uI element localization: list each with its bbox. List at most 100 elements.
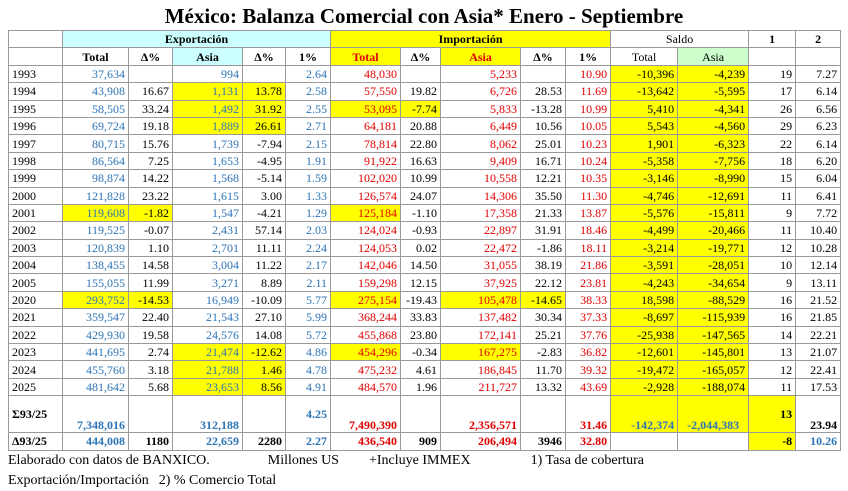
table-cell [242,395,286,434]
table-cell: 80,715 [62,134,129,153]
table-cell: 10.23 [565,134,612,153]
table-cell: 455,868 [330,325,402,345]
table-cell: -2,044,383 [677,395,750,434]
table-cell: 994 [172,64,243,84]
footer-line: Elaborado con datos de BANXICO. Millones … [8,451,848,471]
table-cell: 11.70 [520,360,567,379]
table-cell: 4.78 [284,360,332,379]
row-label: 2024 [8,360,63,379]
table-cell: 10 [748,256,797,275]
column-header: Total [62,47,129,66]
table-cell: -19,472 [610,360,679,379]
table-cell: 4.25 [284,395,332,434]
table-cell: 5.77 [284,290,332,310]
table-cell [400,64,442,84]
page: {"header":{"title":"México: Balanza Come… [8,4,842,488]
table-cell: 16.63 [400,151,442,171]
table-cell: -4,746 [610,186,679,205]
table-cell: 10.99 [565,99,612,118]
footer: Elaborado con datos de BANXICO. Millones … [8,451,848,491]
table-cell: 2.15 [284,134,332,153]
header-cell [748,47,797,66]
table-cell: 21.52 [795,290,842,310]
table-cell: 11.22 [242,256,286,275]
table-cell: 38.33 [565,290,612,310]
table-cell: 6.41 [795,186,842,205]
table-cell [400,395,442,434]
table-cell: 2,431 [172,221,243,240]
column-header: 1% [565,47,612,66]
table-cell: 12.21 [520,169,567,188]
table-cell: -10.09 [242,290,286,310]
table-cell: 22.21 [795,325,842,345]
row-label: 2005 [8,273,63,292]
table-cell: 33.83 [400,308,442,327]
table-cell: 481,642 [62,377,129,397]
table-cell: -14.53 [128,290,173,310]
row-label: 2002 [8,221,63,240]
table-cell: -12,601 [610,343,679,362]
table-cell: -1.10 [400,203,442,223]
table-cell: 10.90 [565,64,612,84]
table-cell: 10,558 [440,169,522,188]
column-header: Total [610,47,679,66]
table-cell: -13.28 [520,99,567,118]
table-cell: 57.14 [242,221,286,240]
table-cell: -1.82 [128,203,173,223]
group-header-row: Exportación Importación Saldo 1 2 [8,29,842,49]
table-cell [677,432,750,451]
table-cell [128,64,173,84]
row-label: 1999 [8,169,63,188]
group-header: 2 [795,29,842,49]
row-label: 2000 [8,186,63,205]
table-cell: 10.99 [400,169,442,188]
table-cell: 22,659 [172,432,243,451]
table-cell: 10.56 [520,116,567,136]
table-cell: -12,691 [677,186,750,205]
table-cell: 33.24 [128,99,173,118]
group-header: 1 [748,29,797,49]
table-cell: 18 [748,151,797,171]
table-cell: 142,046 [330,256,402,275]
table-cell: -0.34 [400,343,442,362]
group-header: Saldo [610,29,750,49]
table-row: 1997 80,715 15.76 1,739 -7.94 2.15 78,814 22.80… [8,134,842,153]
column-header: Δ% [242,47,286,66]
table-cell: 13 [748,343,797,362]
table-cell: 43.69 [565,377,612,397]
table-cell: -4.21 [242,203,286,223]
table-cell: 26 [748,99,797,118]
row-label: 2025 [8,377,63,397]
table-cell: 1,739 [172,134,243,153]
table-cell: 120,839 [62,238,129,258]
footer-text: Elaborado con datos de BANXICO. [8,452,210,468]
header-cell [8,29,63,49]
table-cell: 119,608 [62,203,129,223]
table-cell: 7.72 [795,203,842,223]
table-cell: 69,724 [62,116,129,136]
table-cell: 31,055 [440,256,522,275]
table-cell: 2,356,571 [440,395,522,434]
group-header: Importación [330,29,612,49]
table-cell: 39.32 [565,360,612,379]
table-cell: 11 [748,377,797,397]
table-cell: -20,466 [677,221,750,240]
row-label: Σ93/25 [8,395,63,434]
table-cell: 5,543 [610,116,679,136]
row-label: 2004 [8,256,63,275]
table-cell: -0.07 [128,221,173,240]
table-cell: 1180 [128,432,173,451]
table-cell: 138,455 [62,256,129,275]
table-cell: 6.14 [795,134,842,153]
table-cell: 16.67 [128,82,173,101]
table-cell: 24.07 [400,186,442,205]
table-cell: 1,615 [172,186,243,205]
table-cell: 43,908 [62,82,129,101]
table-cell: -4,239 [677,64,750,84]
table-cell: 8.89 [242,273,286,292]
table-cell: -34,654 [677,273,750,292]
table-cell: -147,565 [677,325,750,345]
header-cell [8,47,63,66]
table-cell: -4,499 [610,221,679,240]
table-row: 2005 155,055 11.99 3,271 8.89 2.11 159,298 12.1… [8,273,842,292]
